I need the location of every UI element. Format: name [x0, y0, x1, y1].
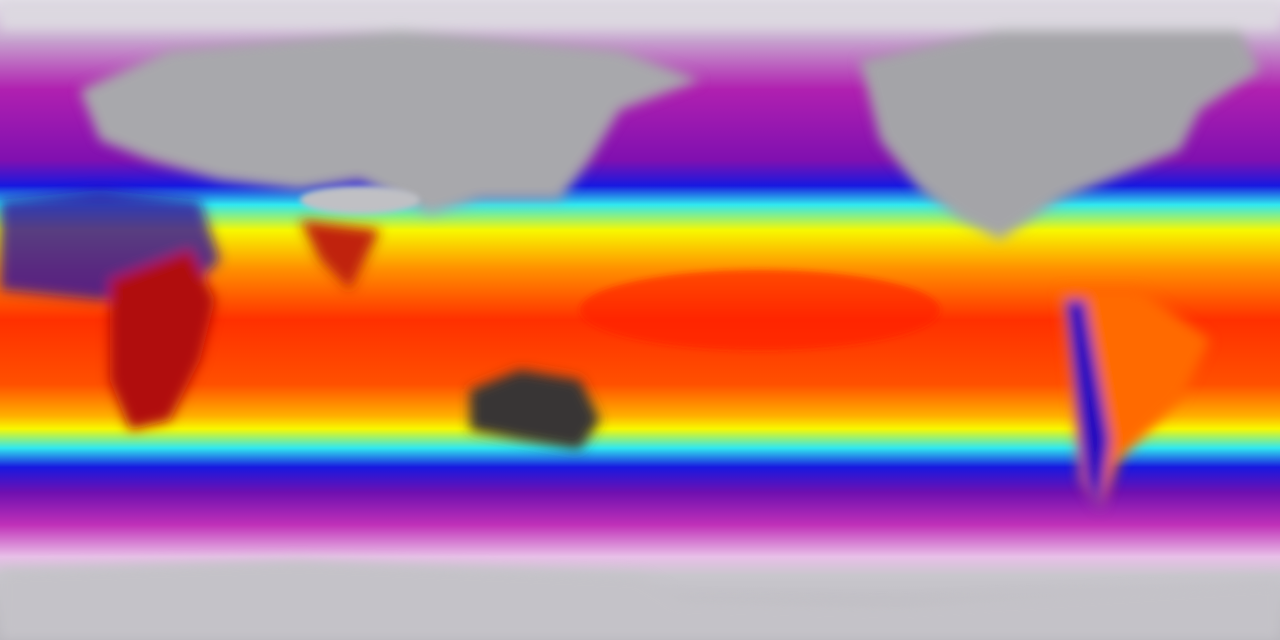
greenland-arctic: [0, 0, 1280, 30]
antarctica-landmass: [0, 560, 1280, 640]
north-pacific-warm-core: [580, 270, 940, 350]
australia-landmass: [470, 370, 600, 450]
eurasia-landmass: [80, 30, 700, 215]
india-hot-land: [300, 220, 380, 290]
africa-hot-land: [110, 250, 215, 430]
tibet-cold-spot: [300, 186, 420, 214]
andes-cold-strip: [1065, 300, 1110, 510]
north-america-landmass: [860, 30, 1260, 240]
